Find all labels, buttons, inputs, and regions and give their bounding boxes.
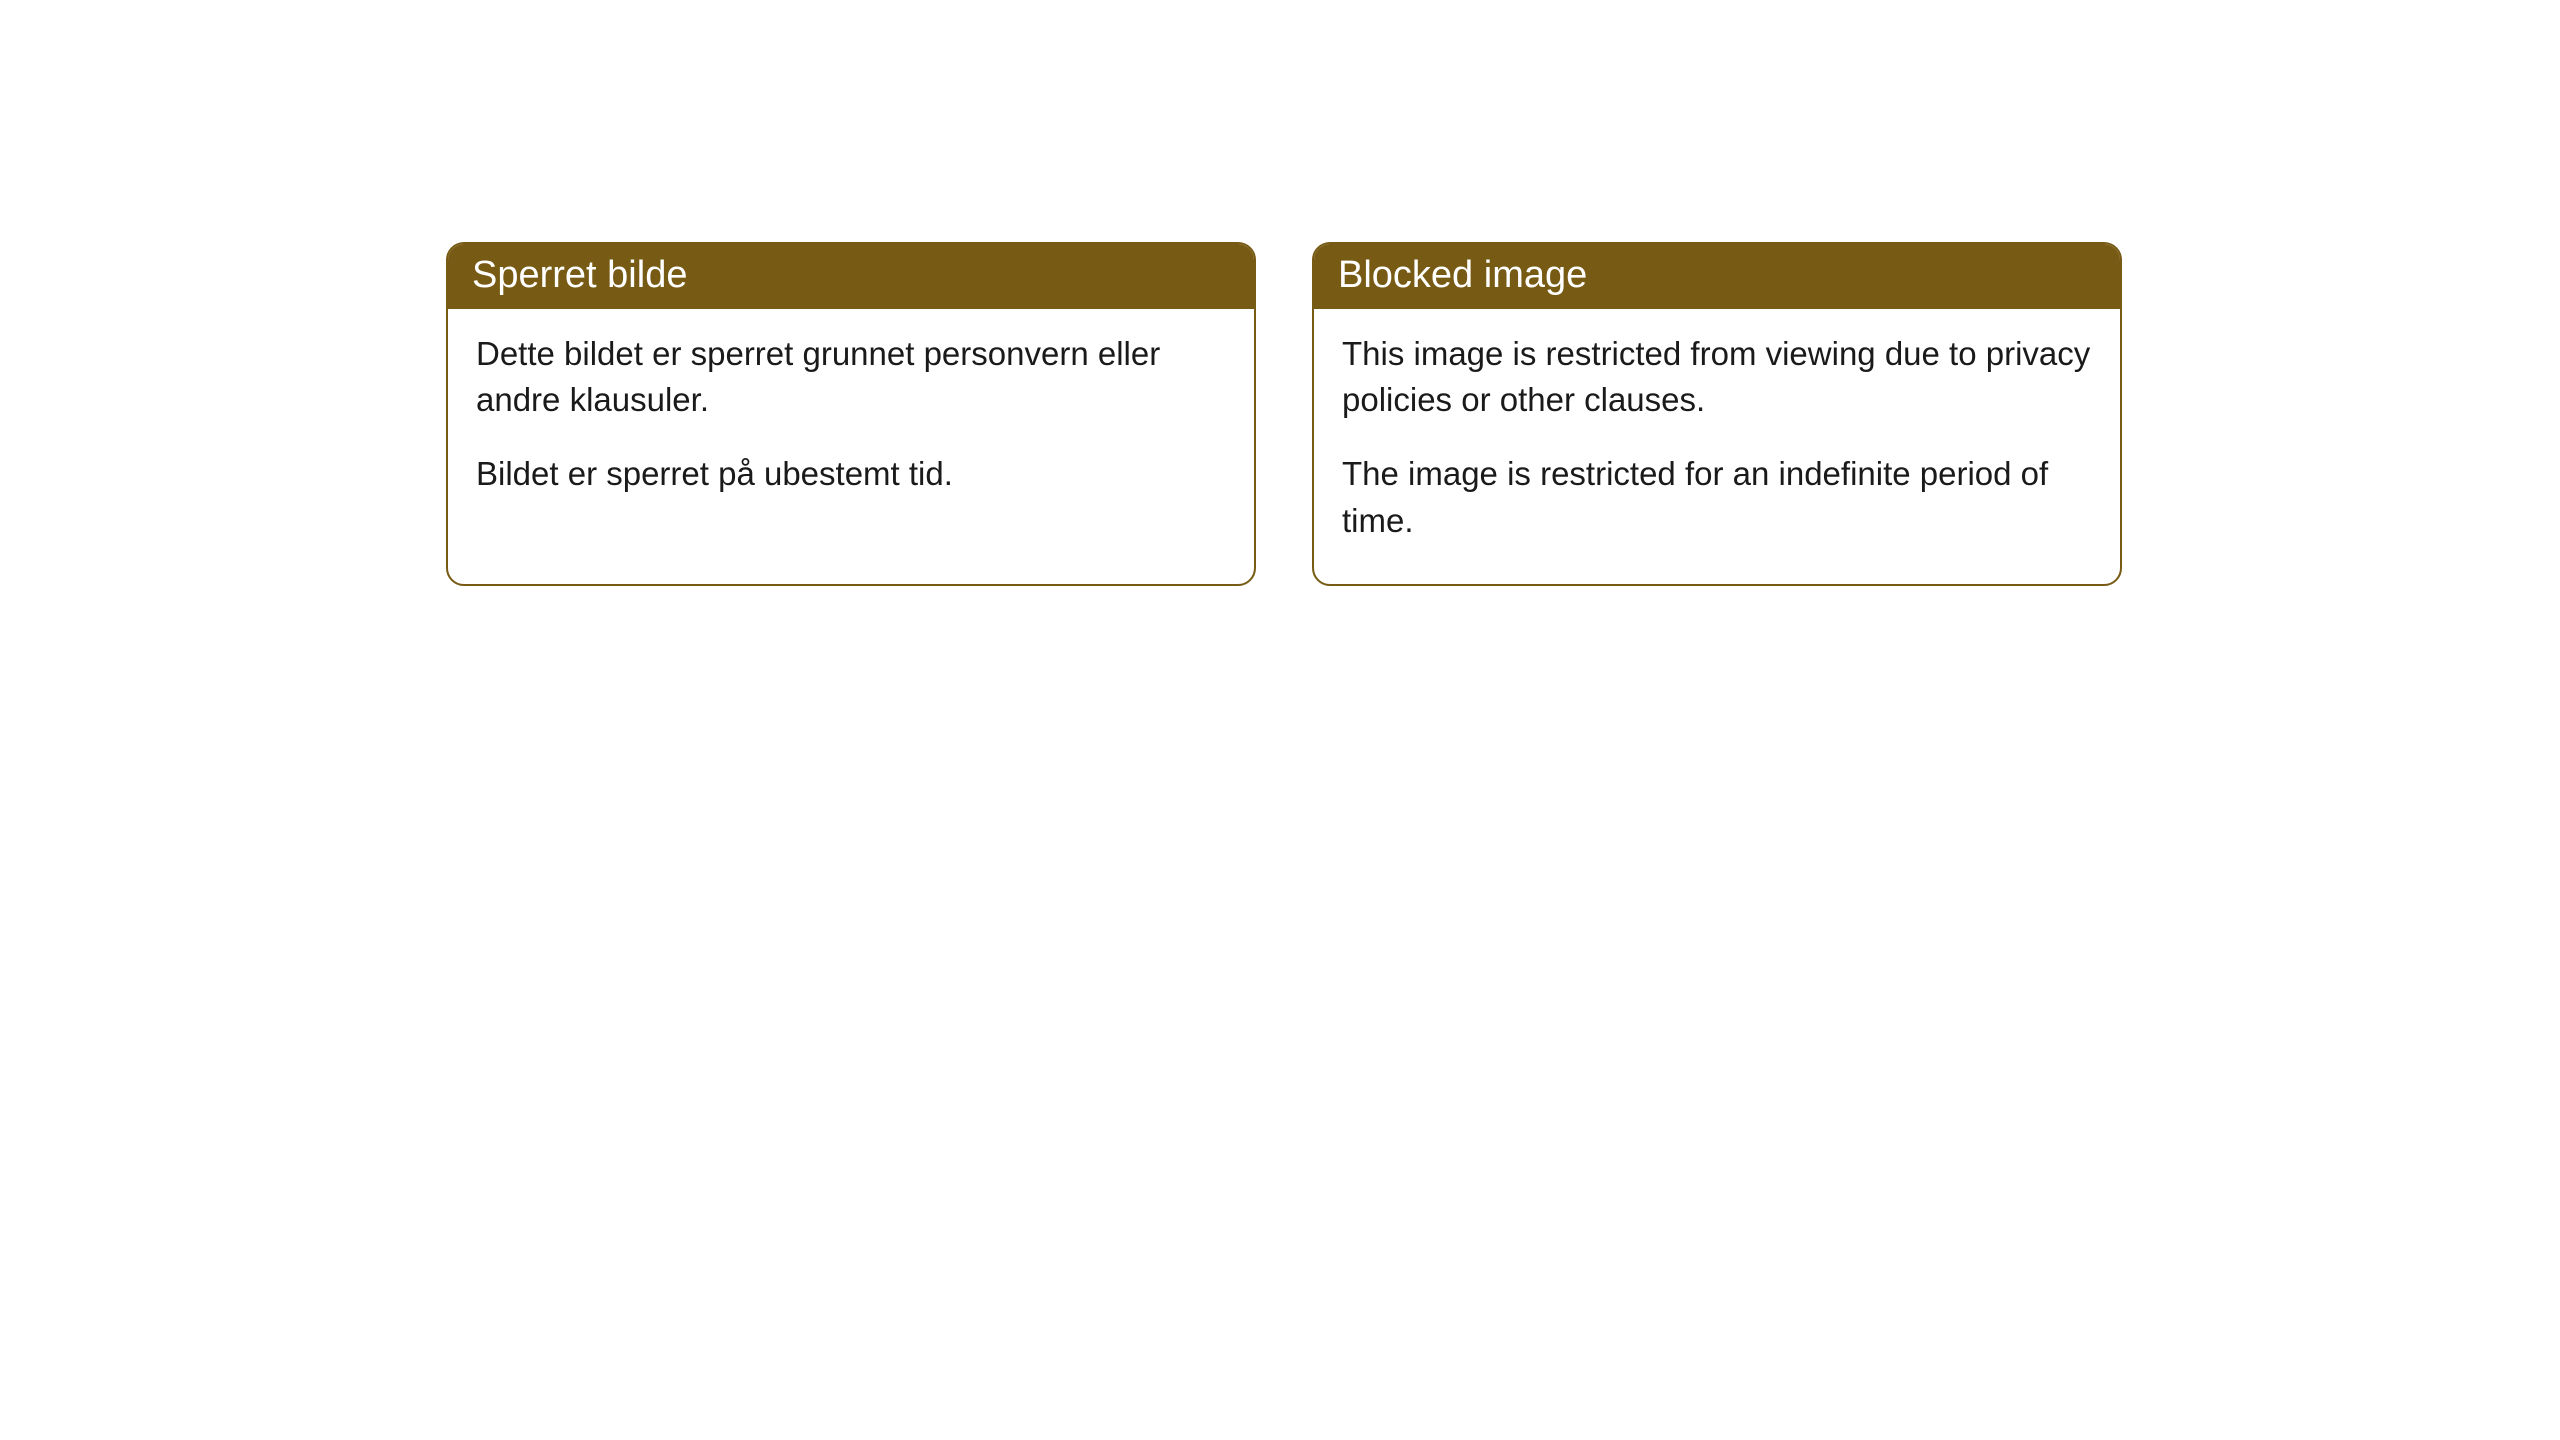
card-body: This image is restricted from viewing du… [1314,309,2120,584]
card-title: Sperret bilde [472,254,687,296]
blocked-image-card-norwegian: Sperret bilde Dette bildet er sperret gr… [446,242,1256,586]
blocked-image-card-english: Blocked image This image is restricted f… [1312,242,2122,586]
cards-container: Sperret bilde Dette bildet er sperret gr… [446,242,2122,586]
card-paragraph: Dette bildet er sperret grunnet personve… [476,331,1226,423]
card-header: Blocked image [1314,244,2120,309]
card-header: Sperret bilde [448,244,1254,309]
card-body: Dette bildet er sperret grunnet personve… [448,309,1254,538]
card-paragraph: Bildet er sperret på ubestemt tid. [476,451,1226,497]
card-paragraph: This image is restricted from viewing du… [1342,331,2092,423]
card-paragraph: The image is restricted for an indefinit… [1342,451,2092,543]
card-title: Blocked image [1338,254,1587,296]
